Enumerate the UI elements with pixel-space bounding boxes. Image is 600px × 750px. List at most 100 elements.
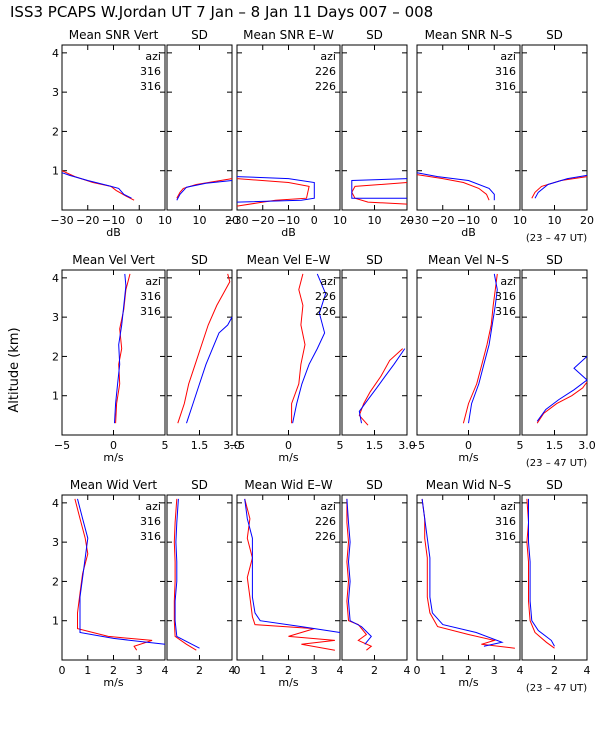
time-range-note: (23 – 47 UT) <box>526 458 587 469</box>
legend-entry-blue: 316 <box>495 530 516 543</box>
x-tick-label: −10 <box>457 214 480 227</box>
x-tick-label: 10 <box>333 214 347 227</box>
x-tick-label: 2 <box>110 664 117 677</box>
x-tick-label: 1.5 <box>546 439 564 452</box>
x-tick-label: 2 <box>285 664 292 677</box>
sd-panel: SD 1.5 3.0 (23 – 47 UT) <box>521 253 596 469</box>
sd-title: SD <box>191 478 208 492</box>
sd-panel: SD 1.5 3.0 <box>166 253 241 452</box>
plot-frame <box>166 44 233 211</box>
x-tick-label: 3.0 <box>398 439 416 452</box>
mean-panel: Mean Vel E–W −5 0 5 azi 226 226 m/s <box>229 253 344 464</box>
plot-frame <box>341 494 408 661</box>
legend-entry-red: 316 <box>140 65 161 78</box>
y-tick-label: 1 <box>52 615 59 628</box>
x-tick-label: −5 <box>409 439 425 452</box>
x-tick-label: 1 <box>84 664 91 677</box>
sd-title: SD <box>366 28 383 42</box>
x-tick-label: 3 <box>136 664 143 677</box>
sd-series-line-blue <box>528 498 555 647</box>
legend-header: azi <box>320 275 336 288</box>
mean-series-line-blue <box>421 498 504 647</box>
x-tick-label: 0 <box>414 664 421 677</box>
time-range-note: (23 – 47 UT) <box>526 683 587 694</box>
mean-series-line-red <box>61 170 135 201</box>
x-axis-label: dB <box>281 226 296 239</box>
sd-series-line-blue <box>358 348 406 424</box>
x-tick-label: −20 <box>431 214 454 227</box>
x-tick-label: 2 <box>465 664 472 677</box>
x-tick-label: 20 <box>580 214 594 227</box>
sd-series-line-blue <box>346 498 372 645</box>
x-tick-label: −30 <box>225 214 248 227</box>
mean-series-line-blue <box>61 172 132 199</box>
x-tick-label: 0 <box>110 439 117 452</box>
sd-series-line-red <box>346 498 373 651</box>
x-tick-label: 0 <box>234 664 241 677</box>
mean-series-line-red <box>416 174 490 201</box>
mean-series-line-blue <box>236 176 315 203</box>
x-tick-label: 10 <box>368 214 382 227</box>
mean-series-line-blue <box>244 498 341 633</box>
chart-group-3: Mean SNR N–S −30 −20 −10 0 10 azi 316 316 dB SD 10 2… <box>405 28 594 244</box>
mean-title: Mean Wid N–S <box>426 478 511 492</box>
mean-panel: Mean Wid N–S 0 1 2 3 4 azi 316 316 m/s <box>414 478 524 689</box>
chart-group-6: Mean Vel N–S −5 0 5 azi 316 316 m/s SD 1.5 3.0 (23 … <box>409 253 596 469</box>
legend-header: azi <box>145 50 161 63</box>
sd-panel: SD 2 4 <box>166 478 236 677</box>
mean-series-line-red <box>291 273 306 424</box>
x-tick-label: 0 <box>59 664 66 677</box>
mean-series-line-blue <box>114 273 127 424</box>
sd-title: SD <box>366 478 383 492</box>
sd-series-line-red <box>536 381 588 424</box>
legend-entry-blue: 226 <box>315 305 336 318</box>
x-tick-label: 4 <box>162 664 169 677</box>
x-tick-label: 3.0 <box>578 439 596 452</box>
x-tick-label: 1.5 <box>191 439 209 452</box>
sd-series-line-red <box>177 273 231 424</box>
sd-series-line-blue <box>536 356 588 422</box>
legend-header: azi <box>500 50 516 63</box>
mean-series-line-red <box>244 498 335 651</box>
figure-title: ISS3 PCAPS W.Jordan UT 7 Jan – 8 Jan 11 … <box>10 3 433 21</box>
mean-title: Mean SNR N–S <box>425 28 513 42</box>
legend-entry-red: 316 <box>495 515 516 528</box>
mean-panel: Mean SNR N–S −30 −20 −10 0 10 azi 316 316 dB <box>405 28 527 239</box>
mean-title: Mean Vel Vert <box>72 253 155 267</box>
x-tick-label: −5 <box>229 439 245 452</box>
legend-header: azi <box>320 50 336 63</box>
x-tick-label: 0 <box>491 214 498 227</box>
x-tick-label: 10 <box>548 214 562 227</box>
sd-title: SD <box>546 478 563 492</box>
sd-panel: SD 10 20 <box>341 28 414 227</box>
sd-series-line-blue <box>176 180 233 201</box>
chart-group-5: Mean Vel E–W −5 0 5 azi 226 226 m/s SD 1.5 3.0 <box>229 253 416 464</box>
time-range-note: (23 – 47 UT) <box>526 233 587 244</box>
x-axis-label: m/s <box>103 451 123 464</box>
legend-header: azi <box>145 500 161 513</box>
mean-series-line-red <box>462 273 498 424</box>
y-axis-label: Altitude (km) <box>7 327 22 412</box>
sd-series-line-blue <box>174 498 200 649</box>
legend-entry-blue: 316 <box>495 305 516 318</box>
sd-series-line-red <box>173 498 197 651</box>
x-tick-label: 0 <box>285 439 292 452</box>
sd-series-line-red <box>526 498 555 649</box>
x-tick-label: −20 <box>76 214 99 227</box>
x-axis-label: m/s <box>278 676 298 689</box>
x-tick-label: 2 <box>196 664 203 677</box>
x-tick-label: 2 <box>371 664 378 677</box>
sd-panel: SD 10 20 (23 – 47 UT) <box>521 28 594 244</box>
mean-panel: Mean Vel N–S −5 0 5 azi 316 316 m/s <box>409 253 524 464</box>
sd-series-line-blue <box>351 178 408 199</box>
mean-title: Mean SNR E–W <box>243 28 334 42</box>
legend-entry-red: 316 <box>495 290 516 303</box>
x-tick-label: 20 <box>225 214 239 227</box>
legend-entry-blue: 316 <box>495 80 516 93</box>
legend-entry-red: 226 <box>315 65 336 78</box>
x-tick-label: 3 <box>491 664 498 677</box>
x-axis-label: m/s <box>278 451 298 464</box>
sd-title: SD <box>191 253 208 267</box>
sd-series-line-blue <box>186 316 233 424</box>
